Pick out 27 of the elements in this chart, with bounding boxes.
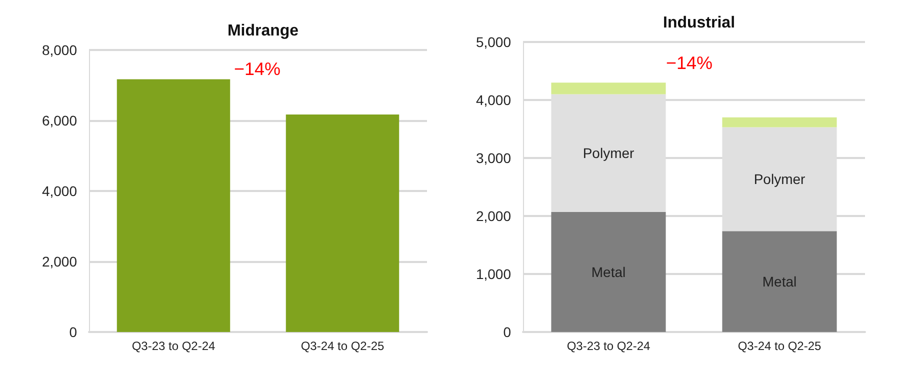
chart-title: Midrange [227,22,299,40]
bar [551,212,666,332]
y-tick-label: 8,000 [42,42,78,58]
annotation: −14% [666,53,713,73]
y-tick-label: 6,000 [42,112,78,128]
bar [551,82,666,94]
y-tick-label: 2,000 [42,254,78,270]
y-tick-label: 3,000 [476,150,512,166]
x-tick-label: Q3-23 to Q2-24 [566,339,651,353]
chart-title: Industrial [662,14,736,32]
y-tick-label: 4,000 [42,183,78,199]
y-tick-label: 0 [69,324,78,340]
y-tick-label: 5,000 [476,34,512,50]
text: Metal [762,274,797,290]
bar [722,231,837,332]
x-tick-label: Q3-23 to Q2-24 [132,339,216,353]
x-tick-label: Q3-24 to Q2-25 [300,339,385,353]
bar [722,117,837,128]
text: Polymer [754,171,806,188]
annotation: −14% [234,59,281,79]
y-tick-label: 4,000 [476,92,512,108]
series-label: Polymer [582,145,635,162]
x-tick-label: Q3-24 to Q2-25 [738,339,822,353]
y-tick-label: 2,000 [476,208,512,224]
y-tick-label: 0 [503,324,512,340]
series-label: Metal [591,264,626,280]
y-tick-label: 1,000 [476,266,512,282]
